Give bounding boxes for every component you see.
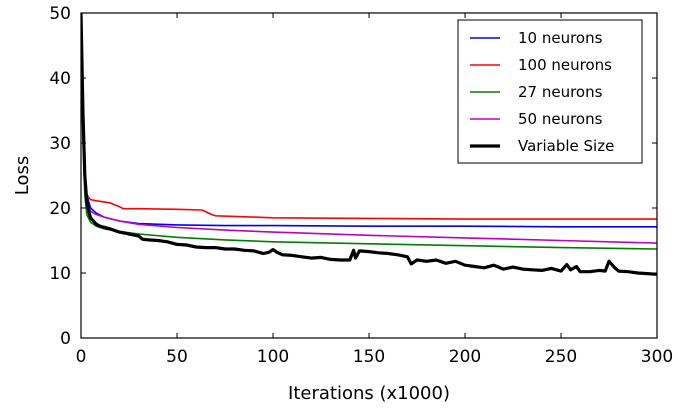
legend-label-27-neurons: 27 neurons [518, 83, 603, 101]
x-tick-label: 0 [76, 347, 87, 367]
x-tick-label: 100 [257, 347, 289, 367]
y-tick-label: 0 [60, 329, 71, 349]
legend-label-variable-size: Variable Size [518, 137, 614, 155]
legend: 10 neurons 100 neurons 27 neurons 50 neuron… [457, 19, 643, 164]
y-tick-label: 40 [49, 69, 71, 89]
legend-label-100-neurons: 100 neurons [518, 56, 612, 74]
y-tick-label: 20 [49, 199, 71, 219]
x-tick-label: 50 [166, 347, 188, 367]
series-line-variable-size [81, 13, 657, 276]
y-axis-label: Loss [12, 156, 33, 195]
x-tick-label: 300 [641, 347, 673, 367]
y-tick-label: 10 [49, 264, 71, 284]
legend-label-10-neurons: 10 neurons [518, 29, 603, 47]
series-layer [81, 13, 657, 276]
x-axis-label: Iterations (x1000) [288, 383, 450, 404]
ticks-layer: 0 50 100 150 200 250 300 0 10 20 30 40 50 [49, 4, 673, 367]
x-tick-label: 200 [449, 347, 481, 367]
y-tick-label: 30 [49, 134, 71, 154]
y-tick-label: 50 [49, 4, 71, 24]
legend-label-50-neurons: 50 neurons [518, 110, 603, 128]
x-tick-label: 250 [545, 347, 577, 367]
x-tick-label: 150 [353, 347, 385, 367]
